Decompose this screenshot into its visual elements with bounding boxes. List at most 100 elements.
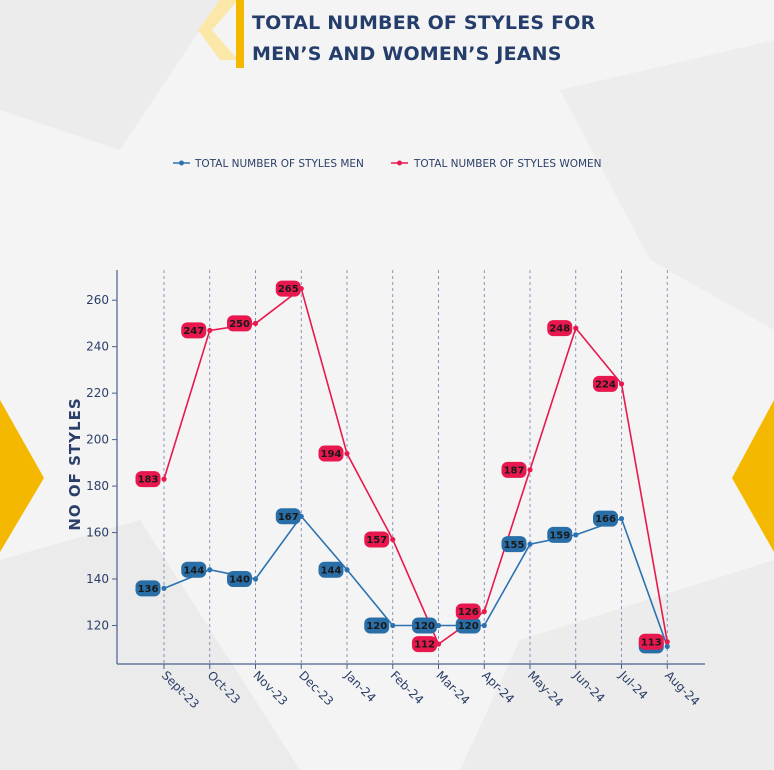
page-title: TOTAL NUMBER OF STYLES FOR MEN’S AND WOM…	[252, 8, 595, 70]
data-label-men-bg	[227, 571, 252, 588]
series-group	[161, 285, 670, 650]
data-label-women: 247	[181, 322, 207, 339]
data-label-women: 248	[547, 320, 573, 337]
data-label-men-bg	[593, 510, 618, 527]
data-label-women-bg	[181, 322, 207, 339]
data-label-men-text: 167	[278, 512, 299, 523]
right-accent-triangle	[732, 400, 774, 552]
series-men-point	[573, 532, 579, 538]
data-label-women: 157	[364, 531, 390, 548]
x-tick-label: Mar-24	[433, 668, 472, 707]
data-label-men: 167	[275, 508, 301, 525]
data-label-women: 194	[318, 445, 344, 462]
data-label-men-text: 120	[366, 621, 387, 632]
series-women-point	[161, 476, 167, 482]
data-label-men: 136	[135, 580, 161, 597]
y-tick-label: 220	[86, 386, 109, 400]
data-label-women-bg	[638, 633, 664, 650]
x-tick-label: Jun-24	[570, 668, 608, 706]
series-women-point	[435, 641, 442, 647]
chevron-accent-icon	[198, 0, 238, 60]
data-label-women-bg	[412, 636, 437, 653]
series-women-point	[618, 381, 625, 387]
data-label-men-text: 140	[229, 575, 250, 586]
legend-men-label: TOTAL NUMBER OF STYLES MEN	[194, 158, 364, 170]
data-label-women-bg	[501, 461, 527, 478]
data-label-women-text: 113	[641, 637, 662, 648]
data-label-women: 250	[227, 315, 252, 332]
x-axis-ticks: Sept-23 Oct-23 Nov-23 Dec-23 Jan-24 Feb-24 Mar…	[159, 664, 702, 711]
series-women-point	[344, 450, 350, 457]
data-label-women-bg	[318, 445, 344, 462]
series-men-point	[252, 576, 259, 582]
data-label-men: 155	[501, 536, 527, 553]
data-label-women-text: 126	[458, 607, 479, 618]
title-line-2: MEN’S AND WOMEN’S JEANS	[252, 43, 562, 65]
data-label-women-text: 187	[504, 465, 525, 476]
series-men-point	[207, 567, 213, 573]
data-label-women-bg	[364, 531, 390, 548]
data-label-men-bg	[547, 526, 573, 543]
data-label-women-text: 247	[183, 326, 204, 337]
series-women-point	[390, 536, 396, 543]
data-label-men-text: 166	[595, 514, 616, 525]
series-women-point	[252, 320, 259, 327]
series-men-point	[527, 541, 533, 547]
chart-legend: TOTAL NUMBER OF STYLES MEN TOTAL NUMBER …	[173, 158, 602, 170]
data-label-women-text: 265	[278, 284, 299, 295]
series-women-point	[527, 467, 533, 473]
data-label-men: 144	[318, 561, 344, 578]
series-men-point	[435, 622, 442, 629]
legend-women-marker	[397, 160, 402, 166]
x-tick-label: Feb-24	[388, 668, 427, 707]
data-label-men: 120	[412, 617, 437, 634]
data-label-women-text: 194	[321, 449, 342, 460]
data-label-women-text: 183	[138, 475, 159, 486]
y-tick-label: 240	[86, 340, 109, 354]
x-tick-label: May-24	[525, 668, 566, 709]
data-label-men-text: 120	[458, 621, 479, 632]
data-label-women-bg	[593, 375, 618, 392]
y-tick-label: 120	[86, 619, 109, 633]
y-tick-label: 180	[86, 479, 109, 493]
data-label-women: 183	[135, 471, 161, 488]
data-label-men: 166	[593, 510, 618, 527]
data-label-men: 140	[227, 571, 252, 588]
y-tick-label: 140	[86, 572, 109, 586]
data-label-women-bg	[275, 280, 301, 297]
data-label-men: 159	[547, 526, 573, 543]
x-tick-label: Jan-24	[341, 668, 379, 706]
title-accent-bar	[236, 0, 244, 68]
data-label-women-text: 250	[229, 319, 250, 330]
x-tick-label: Nov-23	[250, 668, 290, 708]
x-tick-label: Sept-23	[159, 668, 202, 711]
data-label-men-bg	[275, 508, 301, 525]
y-axis-title: NO OF STYLES	[66, 397, 84, 530]
data-label-women: 265	[275, 280, 301, 297]
data-label-men: 120	[364, 617, 390, 634]
data-label-men-bg	[364, 617, 390, 634]
data-label-men-bg	[501, 536, 527, 553]
data-label-women: 113	[638, 633, 664, 650]
data-label-women: 126	[455, 603, 481, 620]
series-women-point	[481, 608, 487, 615]
data-label-men-bg	[181, 561, 207, 578]
data-label-women-bg	[455, 603, 481, 620]
series-women-point	[664, 639, 670, 645]
data-label-women-bg	[547, 320, 573, 337]
series-men-point	[664, 643, 670, 650]
left-accent-triangle	[0, 400, 44, 552]
series-men-point	[344, 567, 350, 573]
data-label-men-bg	[135, 580, 161, 597]
y-tick-label: 160	[86, 526, 109, 540]
data-label-men-bg	[412, 617, 437, 634]
x-tick-label: Jul-24	[616, 668, 651, 703]
data-label-men: 144	[181, 561, 207, 578]
data-label-women-bg	[135, 471, 161, 488]
title-line-1: TOTAL NUMBER OF STYLES FOR	[252, 12, 596, 34]
series-women-point	[207, 327, 213, 334]
data-labels-group: 1361441401671441201201201551591661111832…	[135, 280, 664, 654]
data-label-women-text: 248	[549, 324, 570, 335]
series-men-point	[161, 585, 167, 591]
